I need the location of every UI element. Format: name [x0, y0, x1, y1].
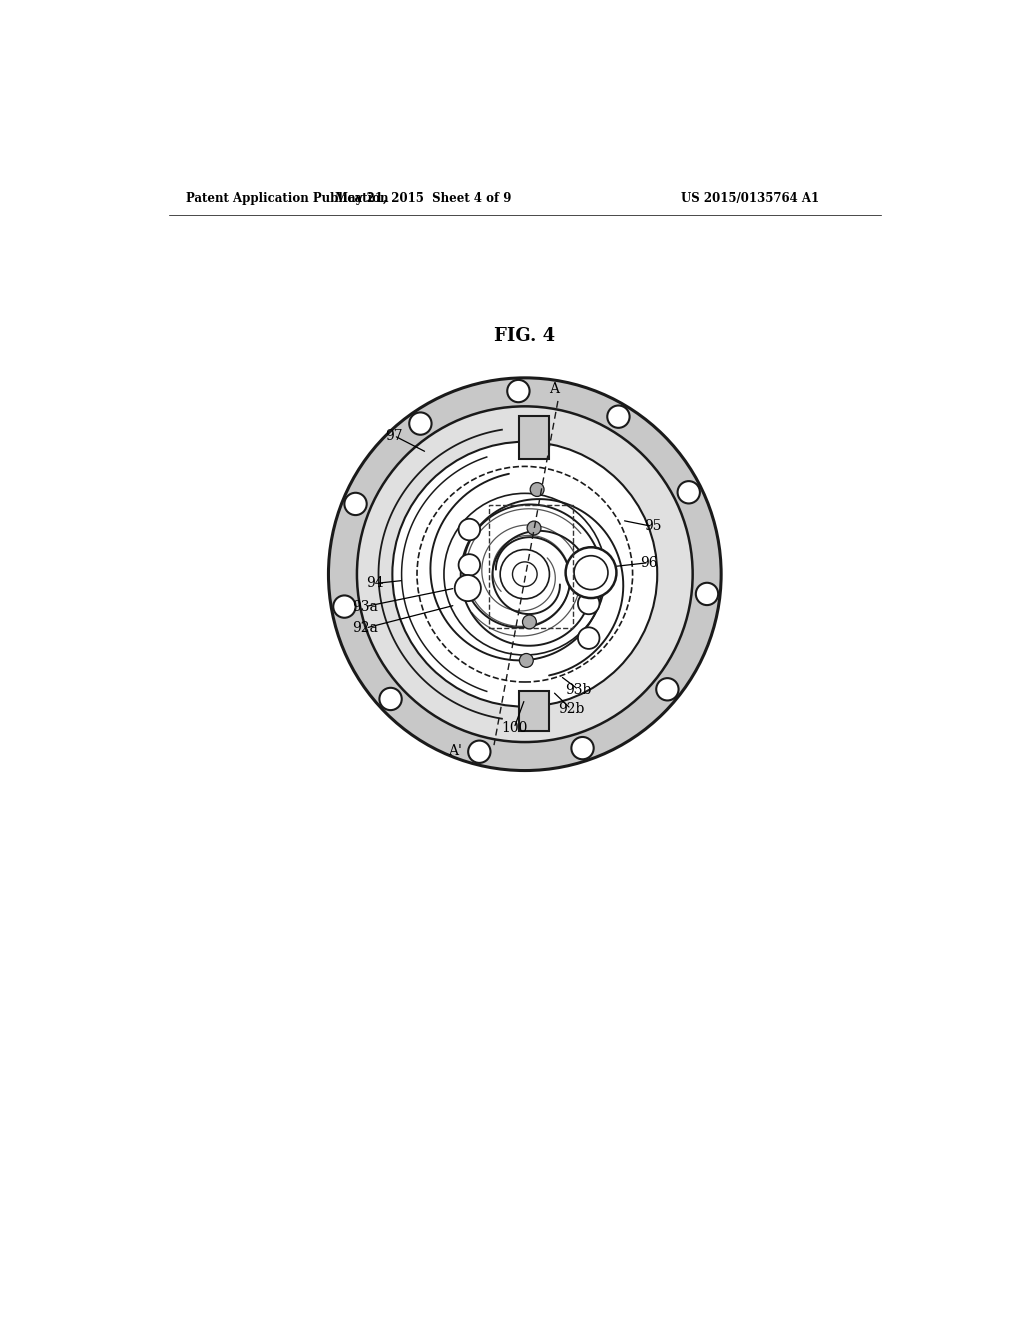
Circle shape [607, 405, 630, 428]
Circle shape [656, 678, 679, 701]
Circle shape [527, 521, 541, 535]
Circle shape [519, 653, 534, 668]
Circle shape [696, 582, 718, 605]
Text: US 2015/0135764 A1: US 2015/0135764 A1 [681, 191, 819, 205]
Circle shape [357, 407, 692, 742]
Text: 95: 95 [644, 520, 662, 533]
Text: 94: 94 [367, 577, 384, 590]
Circle shape [455, 576, 481, 601]
Circle shape [530, 483, 544, 496]
Circle shape [578, 593, 599, 614]
Circle shape [333, 595, 355, 618]
Circle shape [522, 615, 537, 628]
Text: 100: 100 [501, 721, 527, 735]
Text: Patent Application Publication: Patent Application Publication [186, 191, 388, 205]
Text: A': A' [449, 744, 463, 758]
Circle shape [507, 380, 529, 403]
Text: 93b: 93b [565, 682, 592, 697]
Bar [519, 692, 549, 731]
Circle shape [344, 492, 367, 515]
Text: 92b: 92b [558, 702, 584, 715]
Circle shape [329, 378, 721, 771]
Circle shape [571, 737, 594, 759]
Text: A: A [549, 383, 559, 396]
Bar [489, 506, 572, 628]
Circle shape [578, 627, 599, 649]
Circle shape [574, 556, 608, 590]
Text: 96: 96 [640, 556, 657, 570]
Text: May 21, 2015  Sheet 4 of 9: May 21, 2015 Sheet 4 of 9 [335, 191, 511, 205]
Circle shape [678, 480, 700, 503]
Circle shape [392, 442, 657, 706]
Text: 93a: 93a [352, 599, 378, 614]
Circle shape [459, 554, 480, 576]
Circle shape [380, 688, 401, 710]
Circle shape [459, 519, 480, 540]
Circle shape [410, 412, 431, 434]
Circle shape [468, 741, 490, 763]
Text: 92a: 92a [352, 622, 378, 635]
Text: 97: 97 [385, 429, 402, 442]
Text: FIG. 4: FIG. 4 [495, 326, 555, 345]
Bar [519, 416, 549, 459]
Circle shape [565, 548, 616, 598]
